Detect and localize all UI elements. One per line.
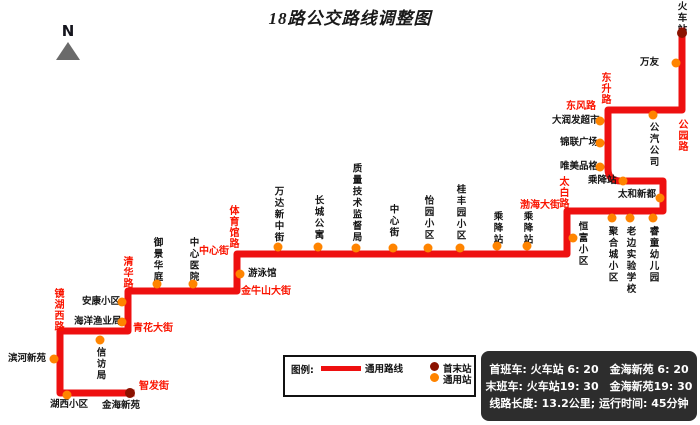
terminal-station-dot: [125, 388, 135, 398]
street-label: 公园路: [676, 119, 687, 152]
station-dot: [625, 213, 635, 223]
station-dot: [273, 242, 283, 252]
station-label: 唯美品格: [560, 161, 599, 172]
station-label: 怡园小区: [422, 195, 434, 241]
station-label: 桂丰园小区: [454, 184, 466, 242]
legend-title: 图例:: [291, 365, 314, 376]
station-label: 海洋渔业局: [74, 316, 122, 327]
station-label: 游泳馆: [248, 268, 277, 279]
station-dot: [648, 110, 658, 120]
legend-terminal-label: 首末站: [443, 364, 472, 375]
station-label: 安康小区: [82, 296, 121, 307]
station-dot: [95, 335, 105, 345]
station-label: 睿童幼儿园: [647, 226, 659, 284]
station-dot: [492, 241, 502, 251]
street-label: 青花大街: [133, 323, 173, 334]
street-label: 渤海大街: [520, 200, 560, 211]
terminal-station-dot: [677, 28, 687, 38]
station-dot: [351, 243, 361, 253]
station-dot: [49, 354, 59, 364]
station-label: 大润发超市: [552, 115, 600, 126]
station-dot: [455, 243, 465, 253]
station-label: 湖西小区: [50, 399, 89, 410]
station-dot: [522, 241, 532, 251]
station-label: 信访局: [94, 347, 106, 382]
station-dot: [568, 233, 578, 243]
station-label: 长城公寓: [312, 195, 324, 241]
street-label: 体育馆路: [227, 205, 238, 249]
station-dot: [313, 242, 323, 252]
station-label: 太和新都: [618, 189, 657, 200]
station-label: 恒富小区: [576, 221, 588, 267]
legend-route-label: 通用路线: [365, 364, 404, 375]
station-dot: [117, 317, 127, 327]
station-label: 金海新苑: [102, 400, 141, 411]
station-dot: [618, 176, 628, 186]
street-label: 智发街: [139, 381, 169, 392]
north-arrow-icon: [56, 42, 80, 60]
station-dot: [607, 213, 617, 223]
station-dot: [671, 58, 681, 68]
station-label: 火车站: [675, 1, 687, 36]
station-dot: [595, 138, 605, 148]
last-bus-info: 末班车: 火车站19: 30 金海新苑19: 30: [485, 379, 693, 393]
street-label: 东升路: [599, 72, 610, 105]
station-dot: [62, 390, 72, 400]
station-label: 锦联广场: [560, 137, 599, 148]
legend-stop-label: 通用站: [443, 375, 472, 386]
street-label: 镜湖西路: [52, 288, 63, 332]
schedule-info-box: 首班车: 火车站 6: 20 金海新苑 6: 20 末班车: 火车站19: 30…: [481, 351, 697, 421]
station-label: 滨河新苑: [8, 353, 47, 364]
street-label: 东风路: [566, 101, 596, 112]
station-label: 乘降站: [491, 211, 503, 246]
north-compass: N: [50, 24, 86, 60]
station-label: 中心医院: [187, 237, 199, 283]
station-label: 质量技术监督局: [350, 163, 362, 244]
station-label: 公汽公司: [647, 122, 659, 168]
station-dot: [655, 193, 665, 203]
station-dot: [152, 279, 162, 289]
station-dot: [648, 213, 658, 223]
street-label: 中心街: [199, 246, 229, 257]
street-label: 清华路: [121, 256, 132, 289]
page-title: 18路公交路线调整图: [268, 9, 432, 28]
bus-route-line: [56, 27, 686, 397]
north-label: N: [61, 22, 75, 40]
terminal-dot-swatch: [430, 362, 439, 371]
station-dot: [188, 279, 198, 289]
route-length-info: 线路长度: 13.2公里; 运行时间: 45分钟: [489, 396, 689, 410]
station-label: 聚合城小区: [606, 226, 618, 284]
route-line-swatch: [321, 366, 361, 371]
station-label: 中心街: [387, 204, 399, 239]
station-dot: [423, 243, 433, 253]
stop-dot-swatch: [430, 373, 439, 382]
legend-box: 图例: 通用路线 首末站 通用站: [283, 355, 476, 397]
street-label: 金牛山大街: [241, 286, 291, 297]
street-label: 太白路: [557, 176, 568, 209]
station-dot: [595, 162, 605, 172]
station-label: 万达新中街: [272, 186, 284, 244]
station-dot: [388, 243, 398, 253]
station-dot: [235, 269, 245, 279]
station-dot: [595, 116, 605, 126]
station-label: 老边实验学校: [624, 226, 636, 295]
station-label: 万友: [640, 57, 660, 68]
first-bus-info: 首班车: 火车站 6: 20 金海新苑 6: 20: [489, 362, 689, 376]
station-label: 乘降站: [588, 175, 617, 186]
station-dot: [117, 297, 127, 307]
station-label: 乘降站: [521, 211, 533, 246]
station-label: 御景华庭: [151, 237, 163, 283]
